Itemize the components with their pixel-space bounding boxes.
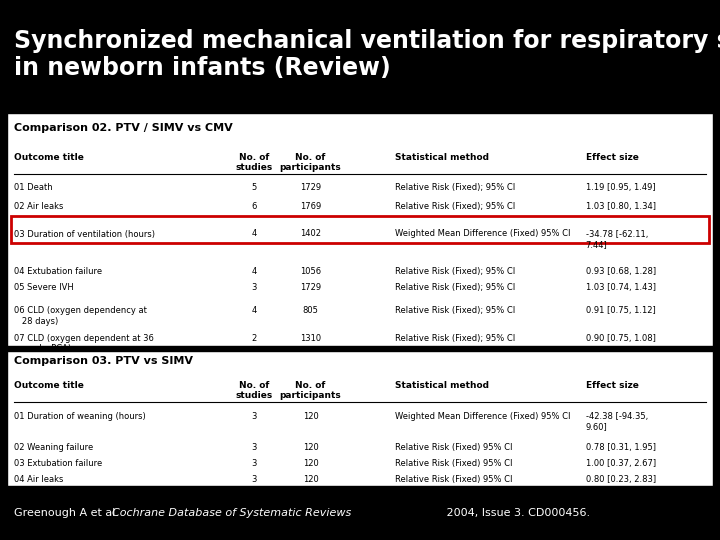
Text: 4: 4 [251,230,257,239]
Text: 805: 805 [302,306,318,315]
Text: 5: 5 [251,183,257,192]
Text: Weighted Mean Difference (Fixed) 95% CI: Weighted Mean Difference (Fixed) 95% CI [395,230,571,239]
Text: 0.78 [0.31, 1.95]: 0.78 [0.31, 1.95] [586,443,656,452]
Text: Relative Risk (Fixed) 95% CI: Relative Risk (Fixed) 95% CI [395,475,513,484]
FancyBboxPatch shape [7,351,713,486]
Text: 0.80 [0.23, 2.83]: 0.80 [0.23, 2.83] [586,475,656,484]
Text: 02 Weaning failure: 02 Weaning failure [14,443,94,452]
Text: 03 Duration of ventilation (hours): 03 Duration of ventilation (hours) [14,230,156,239]
Text: 1769: 1769 [300,201,321,211]
Text: 02 Air leaks: 02 Air leaks [14,201,63,211]
Text: No. of
participants: No. of participants [280,153,341,172]
Text: Relative Risk (Fixed) 95% CI: Relative Risk (Fixed) 95% CI [395,459,513,468]
Text: 05 Severe IVH: 05 Severe IVH [14,283,74,292]
Text: Outcome title: Outcome title [14,381,84,390]
Text: 06 CLD (oxygen dependency at
   28 days): 06 CLD (oxygen dependency at 28 days) [14,306,147,326]
Text: 0.91 [0.75, 1.12]: 0.91 [0.75, 1.12] [586,306,655,315]
Text: Cochrane Database of Systematic Reviews: Cochrane Database of Systematic Reviews [112,508,351,518]
Text: 2: 2 [251,334,257,343]
Text: 3: 3 [251,443,257,452]
Text: 07 CLD (oxygen dependent at 36
   weeks PCA): 07 CLD (oxygen dependent at 36 weeks PCA… [14,334,154,353]
Text: 0.93 [0.68, 1.28]: 0.93 [0.68, 1.28] [586,267,656,275]
Text: 1056: 1056 [300,267,321,275]
Text: No. of
participants: No. of participants [280,381,341,400]
Text: 03 Extubation failure: 03 Extubation failure [14,459,102,468]
Text: 3: 3 [251,283,257,292]
Text: 3: 3 [251,411,257,421]
Text: 3: 3 [251,459,257,468]
Text: 1.03 [0.80, 1.34]: 1.03 [0.80, 1.34] [586,201,656,211]
Text: Relative Risk (Fixed); 95% CI: Relative Risk (Fixed); 95% CI [395,334,516,343]
Text: Effect size: Effect size [586,153,639,162]
Text: 04 Air leaks: 04 Air leaks [14,475,63,484]
Text: Relative Risk (Fixed); 95% CI: Relative Risk (Fixed); 95% CI [395,201,516,211]
Text: 2004, Issue 3. CD000456.: 2004, Issue 3. CD000456. [444,508,590,518]
Text: 1.03 [0.74, 1.43]: 1.03 [0.74, 1.43] [586,283,656,292]
Text: Relative Risk (Fixed); 95% CI: Relative Risk (Fixed); 95% CI [395,283,516,292]
Text: Greenough A et al.: Greenough A et al. [14,508,126,518]
Text: No. of
studies: No. of studies [235,381,273,400]
Text: Relative Risk (Fixed); 95% CI: Relative Risk (Fixed); 95% CI [395,267,516,275]
Text: 1310: 1310 [300,334,321,343]
Text: 4: 4 [251,267,257,275]
Text: 120: 120 [302,475,318,484]
Text: 0.90 [0.75, 1.08]: 0.90 [0.75, 1.08] [586,334,656,343]
Text: -34.78 [-62.11,
7.44]: -34.78 [-62.11, 7.44] [586,230,648,249]
Text: 120: 120 [302,411,318,421]
Text: Statistical method: Statistical method [395,153,490,162]
Text: 1402: 1402 [300,230,321,239]
Text: 04 Extubation failure: 04 Extubation failure [14,267,102,275]
Text: 120: 120 [302,443,318,452]
Text: 01 Duration of weaning (hours): 01 Duration of weaning (hours) [14,411,146,421]
Text: 01 Death: 01 Death [14,183,53,192]
Text: 6: 6 [251,201,257,211]
Text: Outcome title: Outcome title [14,153,84,162]
Text: 1729: 1729 [300,283,321,292]
Text: 1.00 [0.37, 2.67]: 1.00 [0.37, 2.67] [586,459,656,468]
Text: Weighted Mean Difference (Fixed) 95% CI: Weighted Mean Difference (Fixed) 95% CI [395,411,571,421]
Text: No. of
studies: No. of studies [235,153,273,172]
FancyBboxPatch shape [11,215,709,244]
Text: Comparison 03. PTV vs SIMV: Comparison 03. PTV vs SIMV [14,356,193,367]
Text: -42.38 [-94.35,
9.60]: -42.38 [-94.35, 9.60] [586,411,648,431]
FancyBboxPatch shape [7,113,713,346]
Text: Synchronized mechanical ventilation for respiratory support
in newborn infants (: Synchronized mechanical ventilation for … [14,29,720,80]
Text: Effect size: Effect size [586,381,639,390]
Text: 1729: 1729 [300,183,321,192]
Text: Relative Risk (Fixed); 95% CI: Relative Risk (Fixed); 95% CI [395,183,516,192]
Text: 4: 4 [251,306,257,315]
Text: Statistical method: Statistical method [395,381,490,390]
Text: Relative Risk (Fixed) 95% CI: Relative Risk (Fixed) 95% CI [395,443,513,452]
Text: Comparison 02. PTV / SIMV vs CMV: Comparison 02. PTV / SIMV vs CMV [14,123,233,133]
Text: 1.19 [0.95, 1.49]: 1.19 [0.95, 1.49] [586,183,655,192]
Text: 3: 3 [251,475,257,484]
Text: Relative Risk (Fixed); 95% CI: Relative Risk (Fixed); 95% CI [395,306,516,315]
Text: 120: 120 [302,459,318,468]
